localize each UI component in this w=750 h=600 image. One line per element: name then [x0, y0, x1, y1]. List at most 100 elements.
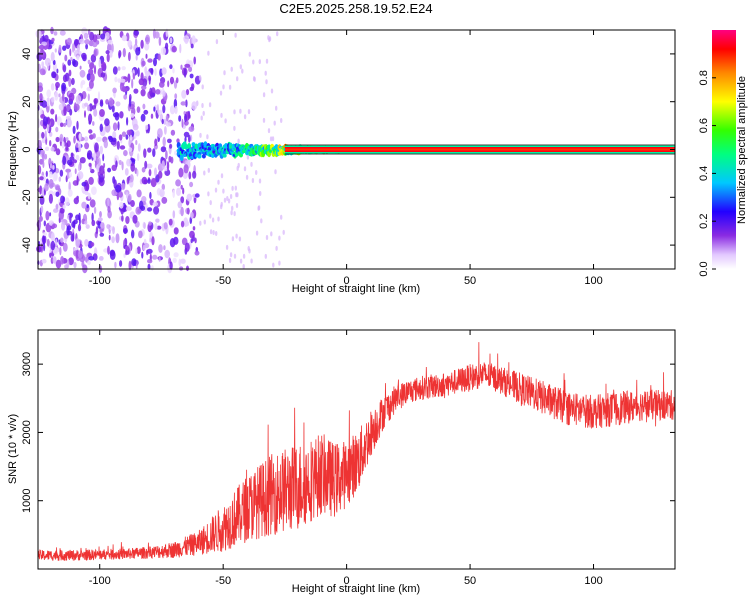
spectrogram-noise-cell: [50, 108, 55, 115]
spectrogram-noise-cell: [186, 193, 193, 202]
spectrogram-noise-cell: [41, 138, 47, 144]
spectrogram-noise-cell: [262, 92, 266, 98]
spectrogram-noise-cell: [112, 112, 119, 118]
spectrogram-noise-cell: [214, 187, 218, 193]
x-tick-label: -100: [89, 275, 111, 287]
spectrogram-noise-cell: [62, 242, 68, 252]
carrier-cell: [184, 144, 189, 150]
spectrogram-noise-cell: [156, 225, 162, 230]
snr-y-label: SNR (10 * v/v): [7, 414, 19, 484]
spectrogram-noise-cell: [107, 198, 110, 206]
spectrogram-noise-cell: [275, 105, 278, 111]
spectrogram-noise-cell: [96, 158, 100, 164]
spectrogram-noise-cell: [41, 258, 47, 264]
spectrogram-noise-cell: [64, 264, 69, 269]
spectrogram-noise-cell: [260, 218, 263, 224]
spectrogram-noise-cell: [154, 68, 157, 76]
spectrogram-noise-cell: [123, 227, 128, 234]
x-tick-label: -100: [89, 575, 111, 587]
colorbar-label: Normalized spectral amplitude: [736, 76, 748, 224]
spectrogram-noise-cell: [144, 160, 148, 169]
spectrogram-noise-cell: [245, 174, 249, 180]
spectrogram-noise-cell: [62, 92, 65, 102]
carrier-cell: [224, 143, 229, 149]
spectrogram-noise-cell: [209, 200, 212, 206]
spectrogram-noise-cell: [190, 43, 194, 49]
spectrogram-noise-cell: [147, 259, 153, 264]
spectrogram-noise-cell: [147, 147, 152, 153]
spectrogram-noise-cell: [93, 108, 98, 117]
spectrogram-noise-cell: [64, 197, 70, 207]
spectrogram-noise-cell: [258, 59, 261, 65]
spectrogram-noise-cell: [135, 54, 138, 61]
spectrogram-noise-cell: [77, 44, 80, 53]
spectrogram-noise-cell: [250, 258, 253, 264]
spectrogram-noise-cell: [121, 161, 124, 171]
spectrogram-noise-cell: [97, 91, 101, 101]
x-tick-label: 0: [344, 275, 350, 287]
spectrogram-cells: [35, 26, 675, 274]
spectrogram-noise-cell: [282, 229, 285, 235]
spectrogram-noise-cell: [63, 106, 67, 116]
spectrogram-noise-cell: [39, 93, 43, 101]
spectrogram-noise-cell: [62, 64, 67, 73]
spectrogram-noise-cell: [70, 152, 74, 157]
spectrogram-noise-cell: [58, 44, 62, 54]
y-tick-label: 20: [21, 96, 33, 108]
spectrogram-noise-cell: [55, 203, 59, 210]
spectrogram-noise-cell: [124, 168, 129, 176]
spectrogram-noise-cell: [148, 169, 152, 177]
spectrogram-noise-cell: [231, 205, 234, 211]
spectrogram-noise-cell: [142, 201, 146, 206]
spectrogram-noise-cell: [175, 77, 179, 84]
spectrogram-noise-cell: [229, 194, 233, 199]
spectrogram-noise-cell: [212, 230, 215, 235]
spectrogram-noise-cell: [269, 136, 273, 142]
spectrogram-noise-cell: [39, 68, 46, 76]
spectrogram-noise-cell: [118, 50, 122, 58]
spectrogram-noise-cell: [51, 37, 55, 42]
spectrogram-noise-cell: [86, 150, 93, 160]
spectrogram-noise-cell: [112, 226, 115, 235]
spectrogram-noise-cell: [85, 43, 88, 50]
spectrogram-noise-cell: [222, 188, 225, 194]
spectrogram-noise-cell: [72, 58, 76, 67]
spectrogram-noise-cell: [267, 128, 271, 134]
spectrogram-noise-cell: [187, 207, 190, 215]
spectrogram-noise-cell: [140, 113, 146, 122]
spectrogram-noise-cell: [172, 67, 175, 74]
spectrogram-noise-cell: [176, 187, 181, 196]
spectrogram-noise-cell: [92, 42, 98, 48]
spectrogram-noise-cell: [62, 74, 68, 83]
spectrogram-noise-cell: [111, 164, 117, 171]
spectrogram-noise-cell: [47, 124, 50, 133]
snr-x-ticks: -100 -50 0 50 100: [89, 330, 603, 587]
spectrogram-noise-cell: [126, 129, 132, 136]
snr-series-line: [37, 342, 676, 562]
spectrogram-noise-cell: [51, 96, 55, 103]
spectrogram-noise-cell: [55, 238, 58, 247]
spectrogram-noise-cell: [138, 230, 143, 239]
spectrogram-noise-cell: [129, 94, 132, 101]
spectrogram-noise-cell: [117, 121, 120, 131]
spectrogram-noise-cell: [69, 48, 72, 57]
spectrogram-noise-cell: [141, 176, 148, 185]
spectrogram-noise-cell: [66, 118, 72, 128]
spectrogram-noise-cell: [150, 177, 157, 188]
spectrogram-noise-cell: [228, 258, 232, 263]
spectrogram-noise-cell: [200, 115, 203, 121]
spectrogram-noise-cell: [137, 67, 140, 77]
spectrogram-noise-cell: [81, 201, 87, 209]
spectrogram-noise-cell: [165, 122, 172, 127]
colorbar-scale: [712, 30, 736, 269]
spectrogram-noise-cell: [135, 247, 138, 255]
spectrogram-noise-cell: [46, 101, 50, 107]
spectrogram-noise-cell: [117, 78, 121, 83]
spectrogram-noise-cell: [136, 169, 139, 177]
spectrogram-noise-cell: [83, 32, 89, 40]
spectrogram-noise-cell: [151, 236, 155, 246]
colorbar-ticks: 0.0 0.2 0.4 0.6 0.8: [698, 70, 716, 277]
spectrogram-noise-cell: [88, 176, 94, 185]
spectrogram-noise-cell: [93, 65, 97, 75]
spectrogram-noise-cell: [156, 104, 159, 114]
